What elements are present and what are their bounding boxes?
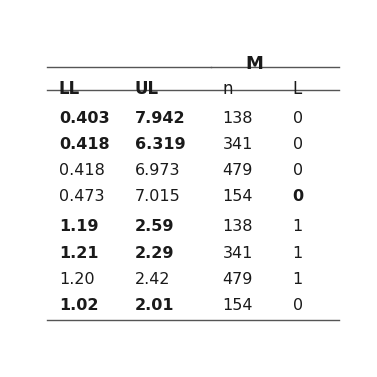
Text: 6.973: 6.973 [135,163,180,178]
Text: 341: 341 [222,245,253,261]
Text: 1: 1 [293,219,303,234]
Text: 341: 341 [222,137,253,152]
Text: 1.21: 1.21 [59,245,98,261]
Text: 0.418: 0.418 [59,137,109,152]
Text: 154: 154 [222,189,253,204]
Text: 7.015: 7.015 [135,189,181,204]
Text: M: M [246,55,264,74]
Text: 0: 0 [293,137,303,152]
Text: 1.02: 1.02 [59,298,98,313]
Text: L: L [293,80,302,98]
Text: 0: 0 [293,110,303,126]
Text: 6.319: 6.319 [135,137,185,152]
Text: 479: 479 [222,163,253,178]
Text: 0: 0 [293,298,303,313]
Text: 138: 138 [222,219,253,234]
Text: 2.59: 2.59 [135,219,174,234]
Text: 2.42: 2.42 [135,272,170,287]
Text: 479: 479 [222,272,253,287]
Text: 1: 1 [293,245,303,261]
Text: 7.942: 7.942 [135,110,185,126]
Text: 1.20: 1.20 [59,272,94,287]
Text: 154: 154 [222,298,253,313]
Text: 138: 138 [222,110,253,126]
Text: 1.19: 1.19 [59,219,98,234]
Text: 0.473: 0.473 [59,189,104,204]
Text: 0: 0 [293,189,304,204]
Text: 2.01: 2.01 [135,298,174,313]
Text: 1: 1 [293,272,303,287]
Text: LL: LL [59,80,80,98]
Text: UL: UL [135,80,159,98]
Text: n: n [222,80,233,98]
Text: 2.29: 2.29 [135,245,174,261]
Text: 0: 0 [293,163,303,178]
Text: 0.418: 0.418 [59,163,105,178]
Text: 0.403: 0.403 [59,110,109,126]
